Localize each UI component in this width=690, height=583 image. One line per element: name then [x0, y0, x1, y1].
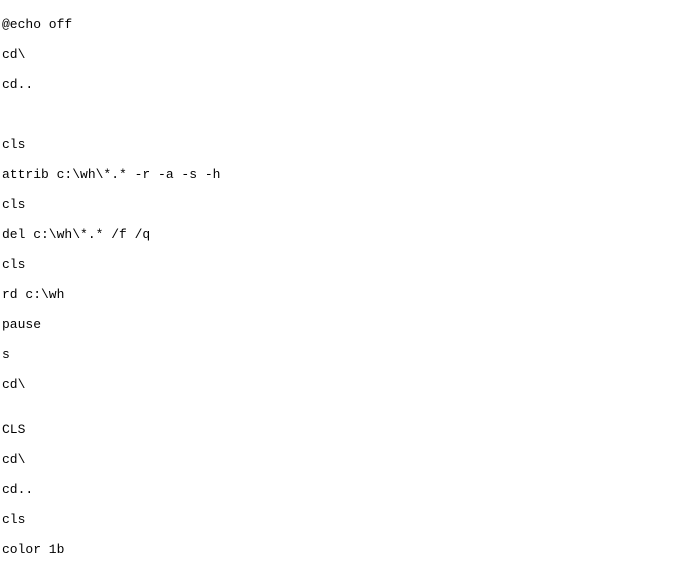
- code-line: cd..: [2, 482, 690, 497]
- code-line: color 1b: [2, 542, 690, 557]
- code-line: cls: [2, 512, 690, 527]
- code-line: cls: [2, 137, 690, 152]
- code-line: pause: [2, 317, 690, 332]
- code-line: cd\: [2, 47, 690, 62]
- code-line: s: [2, 347, 690, 362]
- code-line: rd c:\wh: [2, 287, 690, 302]
- code-line: cd..: [2, 77, 690, 92]
- code-line: @echo off: [2, 17, 690, 32]
- code-line: del c:\wh\*.* /f /q: [2, 227, 690, 242]
- code-line: cls: [2, 257, 690, 272]
- code-line: CLS: [2, 422, 690, 437]
- code-line: cd\: [2, 377, 690, 392]
- batch-script-view: @echo off cd\ cd.. cls attrib c:\wh\*.* …: [0, 0, 690, 583]
- code-line: attrib c:\wh\*.* -r -a -s -h: [2, 167, 690, 182]
- code-line: cd\: [2, 452, 690, 467]
- code-line: cls: [2, 197, 690, 212]
